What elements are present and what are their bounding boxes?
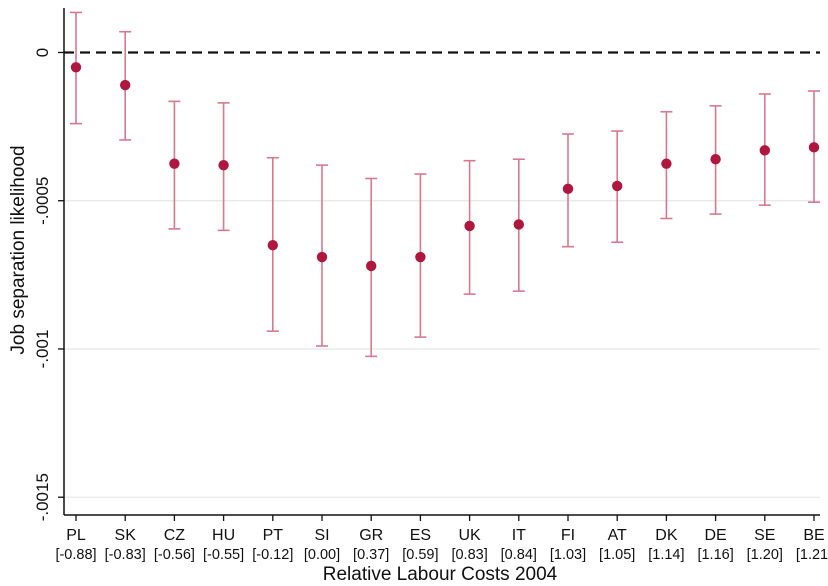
point-pl: [70, 62, 82, 73]
gridlines: [64, 200, 820, 498]
x-tick-value-es: [0.59]: [402, 547, 438, 563]
point-pt: [267, 239, 278, 251]
point-estimates: [70, 62, 820, 272]
point-be: [808, 142, 820, 153]
x-tick-label-sk: SK: [115, 527, 137, 544]
x-tick-value-gr: [0.37]: [353, 547, 389, 563]
x-tick-value-fi: [1.03]: [550, 547, 586, 563]
x-axis-title: Relative Labour Costs 2004: [323, 564, 558, 585]
x-tick-value-uk: [0.83]: [451, 547, 487, 563]
x-tick-value-pt: [-0.12]: [252, 547, 293, 563]
x-tick-label-pt: PT: [263, 527, 284, 544]
confidence-intervals: [70, 11, 820, 358]
x-tick-label-es: ES: [410, 527, 431, 544]
y-tick-label-0: 0: [33, 48, 52, 57]
x-tick-value-pl: [-0.88]: [55, 547, 96, 563]
x-tick-value-se: [1.20]: [747, 547, 783, 563]
point-si: [316, 251, 328, 263]
x-tick-label-fi: FI: [561, 527, 575, 544]
y-axis-title: Job separation likelihood: [8, 145, 29, 354]
point-cz: [169, 158, 180, 169]
y-tick-label-1: -.0005: [33, 177, 52, 225]
point-dk: [661, 158, 672, 169]
x-tick-label-be: BE: [803, 527, 824, 544]
axes: [58, 8, 820, 521]
point-fi: [562, 183, 574, 195]
x-tick-label-de: DE: [704, 527, 726, 544]
y-tick-label-3: -.0015: [33, 473, 52, 521]
point-uk: [464, 220, 475, 232]
x-tick-value-at: [1.05]: [599, 547, 635, 563]
point-it: [513, 219, 524, 230]
point-sk: [120, 79, 131, 91]
x-tick-label-it: IT: [512, 527, 526, 544]
x-tick-value-hu: [-0.55]: [203, 547, 244, 563]
point-se: [759, 145, 770, 156]
x-tick-value-dk: [1.14]: [648, 547, 684, 563]
x-tick-value-it: [0.84]: [501, 547, 537, 563]
point-es: [415, 251, 426, 263]
y-tick-labels: 0 -.0005 -.001 -.0015: [33, 48, 52, 522]
x-tick-label-gr: GR: [359, 527, 383, 544]
y-tick-label-2: -.001: [33, 330, 52, 369]
x-tick-value-be: [1.21]: [796, 547, 828, 563]
x-tick-label-pl: PL: [66, 527, 86, 544]
point-de: [710, 154, 721, 165]
x-tick-label-cz: CZ: [164, 527, 186, 544]
x-tick-label-si: SI: [314, 527, 329, 544]
x-tick-label-se: SE: [754, 527, 775, 544]
x-tick-label-dk: DK: [655, 527, 678, 544]
x-tick-label-hu: HU: [212, 527, 235, 544]
x-tick-label-uk: UK: [458, 527, 481, 544]
x-tick-labels: PL [-0.88] SK [-0.83] CZ [-0.56] HU [-0.55] PT [-…: [55, 527, 828, 563]
x-tick-value-cz: [-0.56]: [154, 547, 195, 563]
x-tick-value-sk: [-0.83]: [105, 547, 146, 563]
x-tick-label-at: AT: [608, 527, 627, 544]
x-tick-value-de: [1.16]: [697, 547, 733, 563]
x-tick-value-si: [0.00]: [304, 547, 340, 563]
point-at: [612, 180, 623, 192]
point-hu: [218, 159, 229, 171]
point-gr: [366, 260, 377, 272]
